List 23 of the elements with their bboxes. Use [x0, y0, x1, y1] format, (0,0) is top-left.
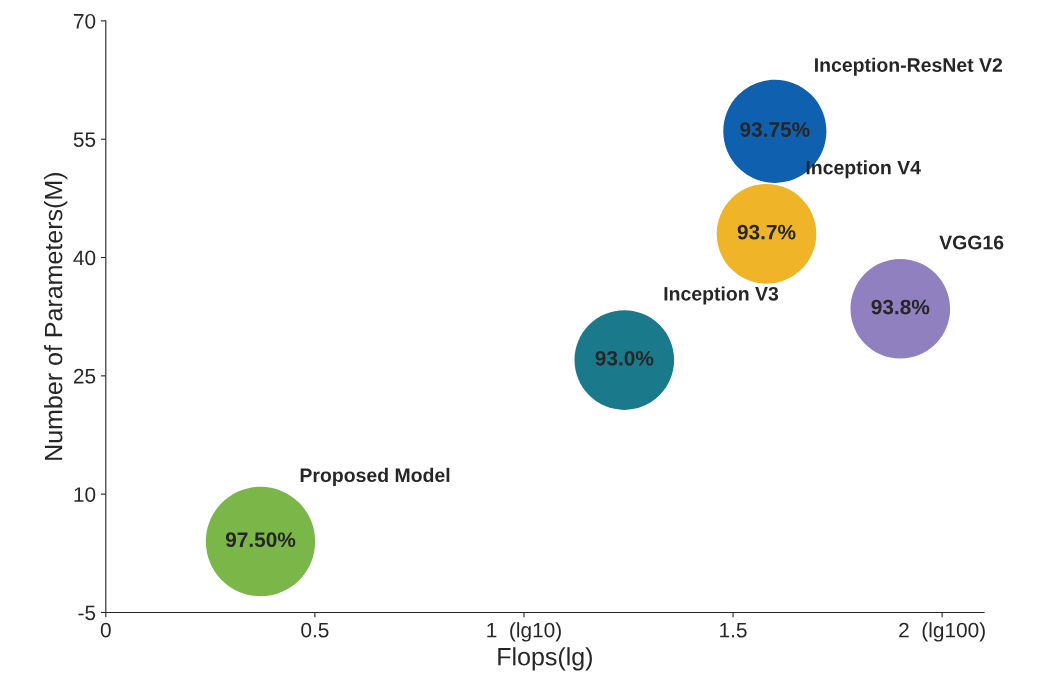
x-tick-label: 1 (lg10) [487, 622, 561, 642]
x-tick-label: 2 (lg100) [899, 622, 985, 642]
y-tick-label: 25 [73, 368, 96, 384]
y-tick-label: -5 [78, 605, 96, 621]
y-tick-label: 10 [74, 487, 96, 502]
annotation: 97.50% [225, 532, 296, 548]
annotation: 93.7% [737, 224, 796, 240]
annotation: 93.75% [740, 122, 810, 137]
series-label: Proposed Model [300, 467, 450, 486]
annotation: 93.8% [871, 299, 930, 315]
y-tick-label: 40 [73, 250, 96, 266]
x-tick-label: 0.5 [301, 622, 329, 638]
y-axis-title: Number of Parameters(M) [44, 173, 68, 460]
series-label: Inception V4 [806, 160, 921, 179]
series-label: VGG16 [939, 235, 1004, 250]
annotation: 93.0% [595, 350, 654, 366]
y-tick-label: 55 [73, 132, 96, 147]
series-label: Inception-ResNet V2 [815, 57, 1003, 76]
x-tick-label: 0 [100, 622, 111, 638]
x-axis-title: Flops(lg) [498, 647, 592, 671]
x-tick-label: 1.5 [720, 622, 747, 638]
series-label: Inception V3 [664, 286, 779, 305]
y-tick-label: 70 [73, 13, 96, 29]
